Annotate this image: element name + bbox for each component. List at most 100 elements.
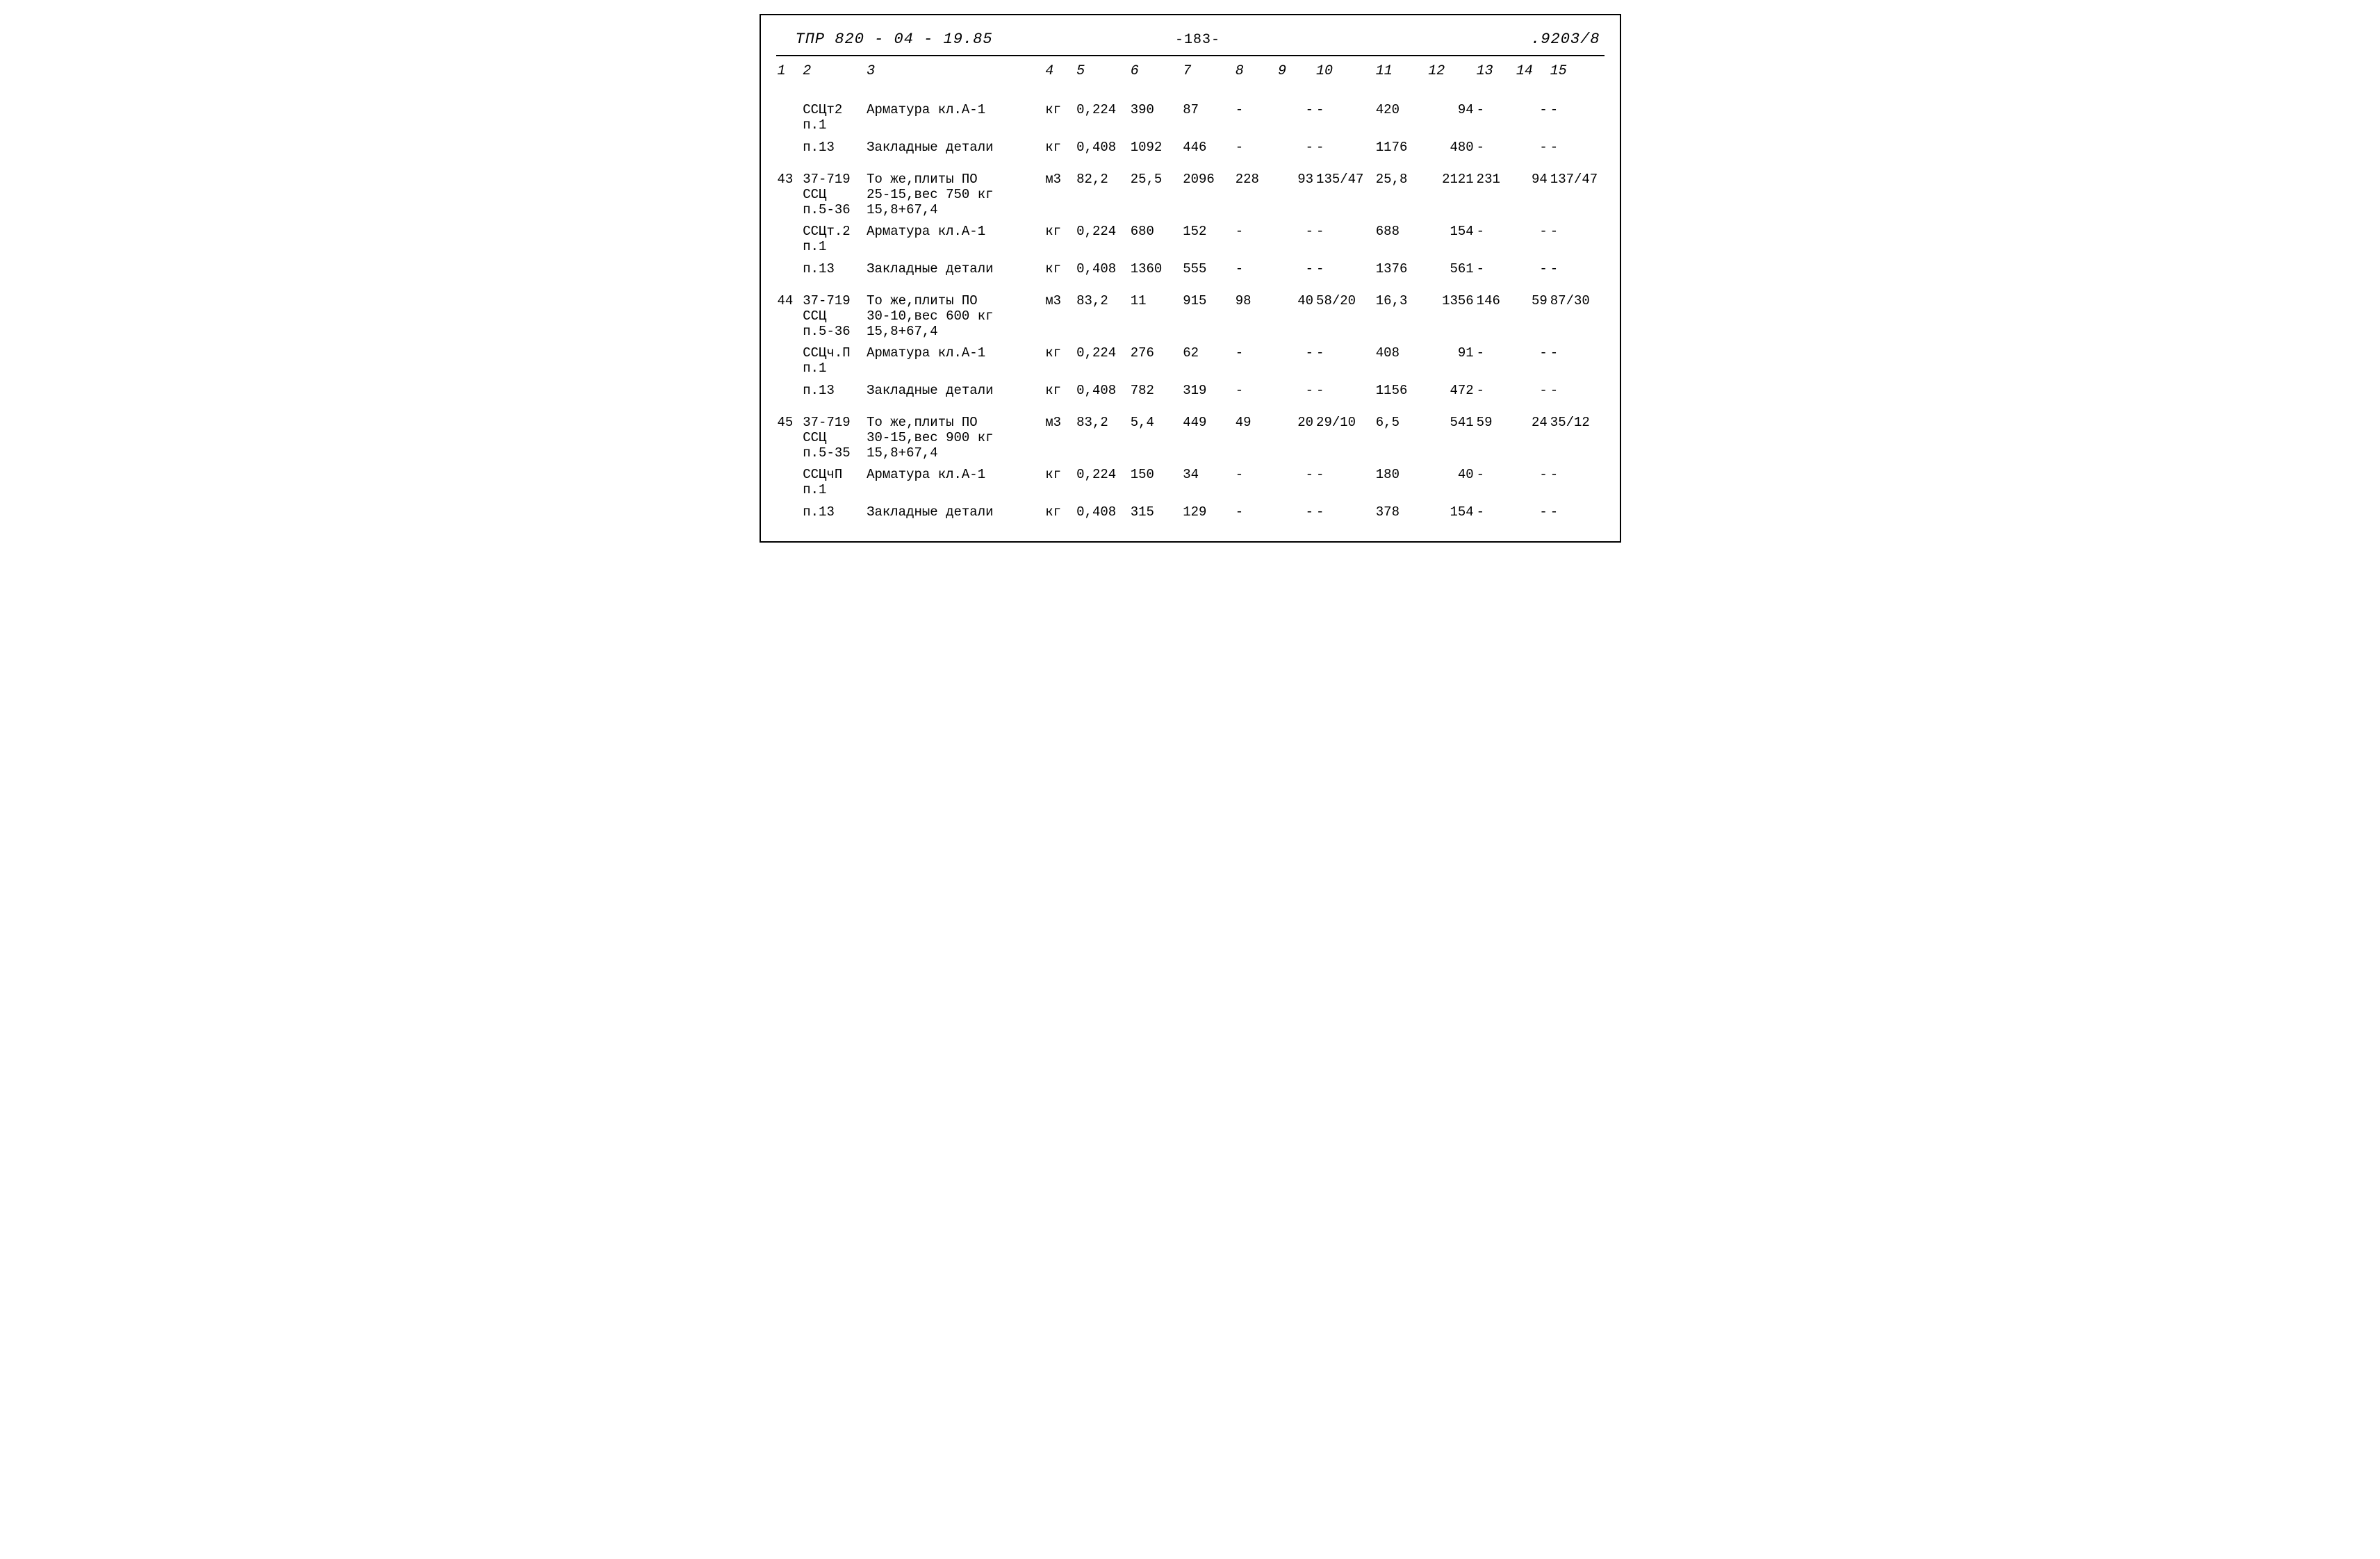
table-cell: -: [1515, 259, 1549, 281]
table-cell: -: [1234, 138, 1277, 160]
col-8: 8: [1234, 56, 1277, 90]
col-15: 15: [1549, 56, 1605, 90]
table-cell: 472: [1427, 381, 1475, 403]
table-cell: -: [1475, 222, 1515, 259]
table-cell: кг: [1044, 90, 1075, 138]
table-cell: -: [1549, 90, 1605, 138]
table-cell: п.13: [801, 138, 865, 160]
table-cell: кг: [1044, 138, 1075, 160]
table-cell: 94: [1515, 160, 1549, 222]
table-body: ССЦт2 п.1Арматура кл.А-1кг0,22439087---4…: [776, 90, 1605, 525]
table-cell: 1092: [1129, 138, 1182, 160]
table-cell: 40: [1427, 465, 1475, 502]
table-row: ССЦт.2 п.1Арматура кл.А-1кг0,224680152--…: [776, 222, 1605, 259]
table-cell: Закладные детали: [865, 259, 1044, 281]
table-cell: 0,408: [1075, 502, 1129, 525]
table-cell: 180: [1374, 465, 1427, 502]
table-cell: п.13: [801, 502, 865, 525]
table-cell: -: [1549, 222, 1605, 259]
table-cell: -: [1515, 465, 1549, 502]
table-row: п.13Закладные деталикг0,408315129---3781…: [776, 502, 1605, 525]
table-row: ССЦт2 п.1Арматура кл.А-1кг0,22439087---4…: [776, 90, 1605, 138]
table-cell: -: [1315, 222, 1374, 259]
table-cell: 93: [1277, 160, 1315, 222]
table-cell: [776, 222, 802, 259]
table-cell: 1360: [1129, 259, 1182, 281]
table-cell: 1356: [1427, 281, 1475, 344]
document-page: ТПР 820 - 04 - 19.85 -183- .9203/8 1 2 3…: [760, 14, 1621, 543]
table-cell: ССЦт2 п.1: [801, 90, 865, 138]
table-cell: 62: [1181, 343, 1234, 381]
table-cell: 555: [1181, 259, 1234, 281]
table-cell: [776, 381, 802, 403]
table-row: 4437-719 ССЦ п.5-36То же,плиты ПО 30-10,…: [776, 281, 1605, 344]
table-cell: 915: [1181, 281, 1234, 344]
table-cell: 129: [1181, 502, 1234, 525]
table-cell: -: [1475, 502, 1515, 525]
table-cell: 37-719 ССЦ п.5-36: [801, 281, 865, 344]
table-cell: -: [1549, 343, 1605, 381]
table-cell: 83,2: [1075, 403, 1129, 465]
table-cell: [776, 465, 802, 502]
table-row: п.13Закладные деталикг0,4081092446---117…: [776, 138, 1605, 160]
table-cell: 45: [776, 403, 802, 465]
table-cell: Арматура кл.А-1: [865, 465, 1044, 502]
table-cell: То же,плиты ПО 25-15,вес 750 кг 15,8+67,…: [865, 160, 1044, 222]
table-cell: -: [1277, 502, 1315, 525]
table-cell: кг: [1044, 222, 1075, 259]
table-cell: 137/47: [1549, 160, 1605, 222]
table-cell: -: [1277, 90, 1315, 138]
col-5: 5: [1075, 56, 1129, 90]
col-4: 4: [1044, 56, 1075, 90]
col-9: 9: [1277, 56, 1315, 90]
table-cell: кг: [1044, 502, 1075, 525]
table-cell: 94: [1427, 90, 1475, 138]
table-cell: -: [1234, 502, 1277, 525]
column-numbers-row: 1 2 3 4 5 6 7 8 9 10 11 12 13 14 15: [776, 56, 1605, 90]
table-cell: м3: [1044, 281, 1075, 344]
table-cell: [776, 502, 802, 525]
table-cell: 154: [1427, 222, 1475, 259]
table-cell: 49: [1234, 403, 1277, 465]
table-cell: 5,4: [1129, 403, 1182, 465]
col-6: 6: [1129, 56, 1182, 90]
table-cell: 154: [1427, 502, 1475, 525]
table-cell: 0,408: [1075, 381, 1129, 403]
table-cell: 0,224: [1075, 465, 1129, 502]
table-cell: -: [1277, 259, 1315, 281]
table-cell: 541: [1427, 403, 1475, 465]
table-cell: -: [1277, 465, 1315, 502]
table-cell: 35/12: [1549, 403, 1605, 465]
table-cell: -: [1277, 138, 1315, 160]
table-cell: кг: [1044, 381, 1075, 403]
table-cell: То же,плиты ПО 30-10,вес 600 кг 15,8+67,…: [865, 281, 1044, 344]
table-cell: ССЦчП п.1: [801, 465, 865, 502]
table-cell: -: [1475, 90, 1515, 138]
table-cell: -: [1277, 381, 1315, 403]
table-cell: -: [1234, 259, 1277, 281]
table-cell: 319: [1181, 381, 1234, 403]
table-cell: 135/47: [1315, 160, 1374, 222]
table-head: 1 2 3 4 5 6 7 8 9 10 11 12 13 14 15: [776, 56, 1605, 90]
table-cell: 315: [1129, 502, 1182, 525]
table-cell: 11: [1129, 281, 1182, 344]
table-cell: 228: [1234, 160, 1277, 222]
table-cell: 82,2: [1075, 160, 1129, 222]
table-row: п.13Закладные деталикг0,408782319---1156…: [776, 381, 1605, 403]
header-center: -183-: [1175, 32, 1220, 48]
col-14: 14: [1515, 56, 1549, 90]
col-3: 3: [865, 56, 1044, 90]
table-cell: 378: [1374, 502, 1427, 525]
table-cell: [776, 343, 802, 381]
table-cell: -: [1475, 259, 1515, 281]
table-cell: 16,3: [1374, 281, 1427, 344]
col-12: 12: [1427, 56, 1475, 90]
table-cell: ССЦт.2 п.1: [801, 222, 865, 259]
table-cell: -: [1277, 343, 1315, 381]
table-cell: 87/30: [1549, 281, 1605, 344]
table-cell: -: [1549, 381, 1605, 403]
table-cell: кг: [1044, 259, 1075, 281]
table-cell: 59: [1475, 403, 1515, 465]
table-cell: 34: [1181, 465, 1234, 502]
table-cell: -: [1549, 502, 1605, 525]
